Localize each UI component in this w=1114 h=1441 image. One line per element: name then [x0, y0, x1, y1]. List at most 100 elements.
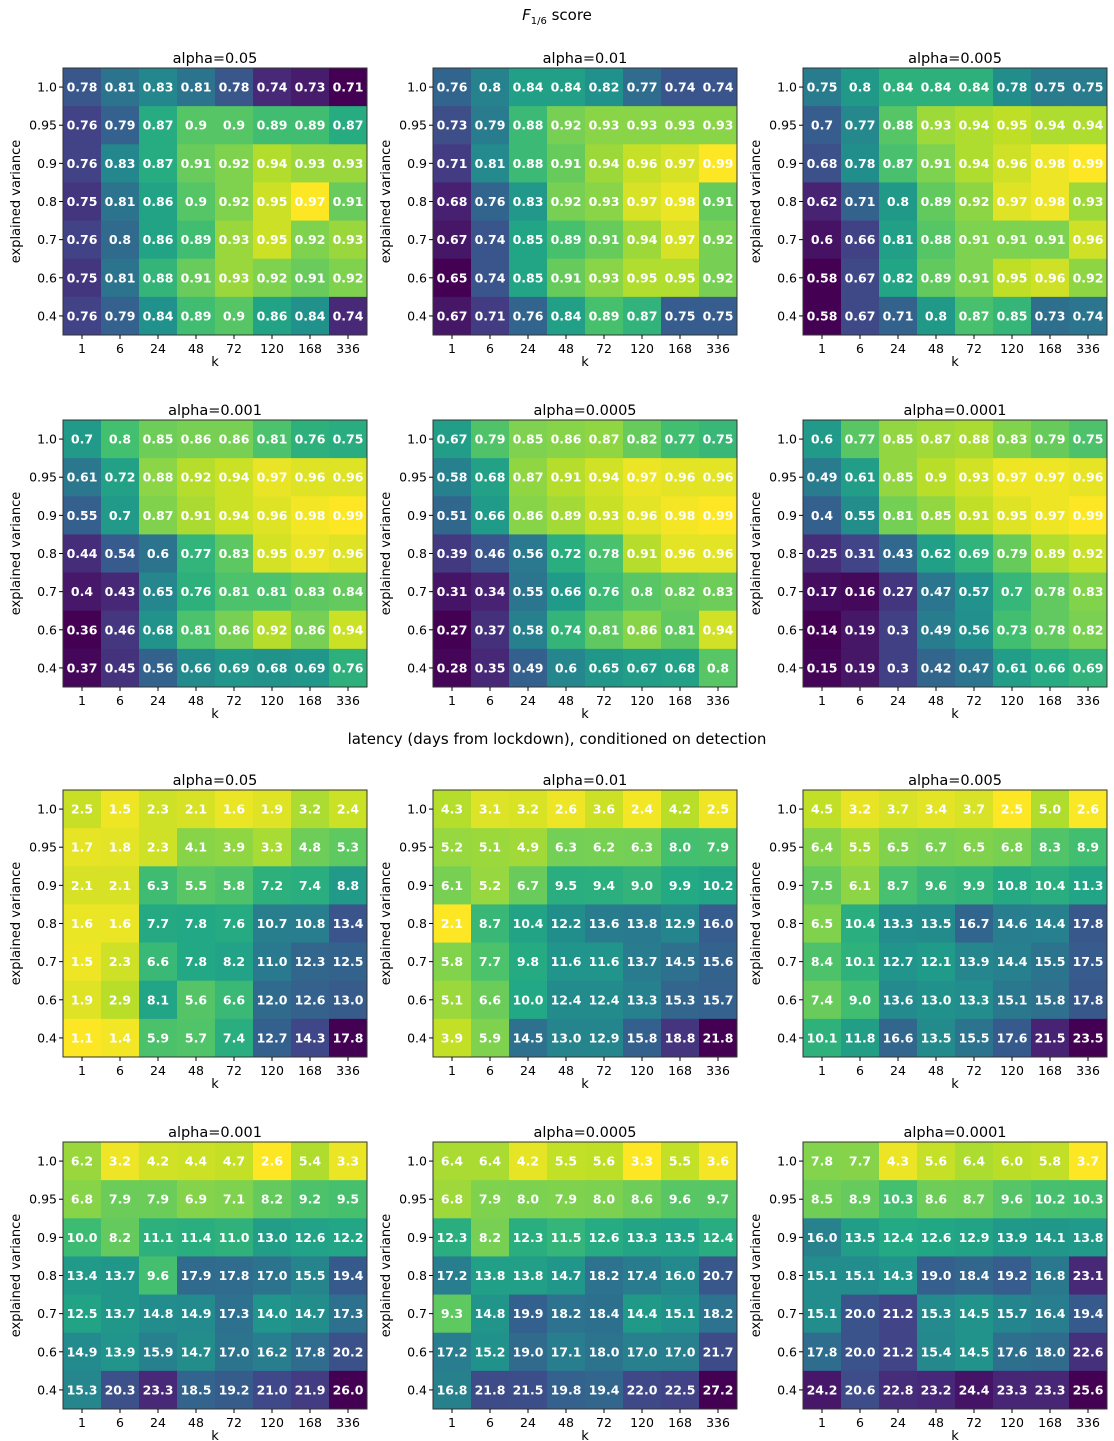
y-tick-label: 0.8	[407, 916, 427, 931]
cell-label: 0.6	[147, 546, 169, 561]
heatmap-cell	[585, 1332, 624, 1372]
heatmap-cell	[63, 980, 102, 1020]
cell-label: 0.89	[921, 194, 952, 209]
section-title-f-sub: 1/6	[530, 16, 547, 27]
cell-label: 0.93	[959, 470, 990, 485]
heatmap-cell	[509, 258, 548, 298]
heatmap-cell	[661, 980, 700, 1020]
heatmap-cell	[215, 1018, 254, 1058]
cell-label: 11.3	[1073, 878, 1104, 893]
heatmap-cell	[1031, 1332, 1070, 1372]
cell-label: 9.6	[147, 1268, 169, 1283]
cell-label: 0.49	[807, 470, 838, 485]
x-tick-label: 1	[818, 341, 826, 356]
cell-label: 0.78	[67, 80, 98, 95]
cell-label: 19.0	[921, 1268, 952, 1283]
heatmap-cell	[879, 1332, 918, 1372]
heatmap-cell	[547, 572, 586, 612]
heatmap-cell	[101, 1218, 140, 1257]
cell-label: 6.5	[887, 840, 909, 855]
y-tick-label: 0.8	[37, 916, 57, 931]
heatmap-cell	[699, 980, 738, 1020]
panel-title: alpha=0.0005	[533, 403, 636, 419]
cell-label: 5.2	[441, 840, 463, 855]
cell-label: 0.87	[627, 308, 658, 323]
heatmap-cell	[215, 106, 254, 145]
heatmap-cell	[547, 1294, 586, 1334]
cell-label: 0.66	[845, 232, 876, 247]
cell-label: 11.6	[589, 954, 620, 969]
heatmap-cell	[803, 866, 842, 905]
x-axis-label: k	[581, 355, 589, 370]
cell-label: 13.8	[475, 1268, 506, 1283]
heatmap-cell	[841, 296, 880, 336]
heatmap-cell	[955, 1294, 994, 1334]
heatmap-cell	[509, 220, 548, 260]
cell-label: 0.82	[627, 432, 658, 447]
cell-label: 3.3	[631, 1154, 653, 1169]
x-tick-label: 72	[596, 341, 612, 356]
heatmap-cell	[433, 904, 472, 944]
heatmap-cell	[879, 610, 918, 650]
heatmap-cell	[471, 68, 510, 107]
heatmap-cell	[585, 904, 624, 944]
heatmap-cell	[1069, 258, 1108, 298]
heatmap-cell	[841, 420, 880, 459]
cell-label: 0.86	[551, 432, 582, 447]
cell-label: 3.9	[223, 840, 245, 855]
heatmap-cell	[699, 904, 738, 944]
heatmap-cell	[841, 258, 880, 298]
heatmap-cell	[841, 1018, 880, 1058]
cell-label: 9.2	[299, 1192, 321, 1207]
x-tick-label: 6	[486, 341, 494, 356]
cell-label: 10.1	[807, 1030, 838, 1045]
cell-label: 0.99	[1073, 156, 1104, 171]
cell-label: 0.74	[475, 232, 506, 247]
cell-label: 9.0	[631, 878, 653, 893]
heatmap-cell	[215, 1332, 254, 1372]
cell-label: 0.94	[703, 622, 734, 637]
heatmap-cell	[1031, 866, 1070, 905]
cell-label: 4.1	[185, 840, 207, 855]
heatmap-cell	[955, 258, 994, 298]
heatmap-cell	[101, 496, 140, 535]
cell-label: 0.95	[627, 270, 658, 285]
heatmap-cell	[917, 68, 956, 107]
cell-label: 0.94	[589, 156, 620, 171]
x-tick-label: 72	[966, 1415, 982, 1430]
heatmap-cell	[1031, 1370, 1070, 1410]
x-tick-label: 168	[668, 341, 692, 356]
heatmap-cell	[139, 296, 178, 336]
cell-label: 0.76	[437, 80, 468, 95]
x-axis-label: k	[581, 707, 589, 722]
cell-label: 3.4	[925, 802, 947, 817]
heatmap-cell	[917, 572, 956, 612]
y-tick-label: 0.9	[37, 156, 57, 171]
heatmap-cell	[509, 648, 548, 688]
cell-label: 0.84	[921, 80, 952, 95]
heatmap-cell	[955, 610, 994, 650]
heatmap-cell	[917, 828, 956, 867]
heatmap-cell	[101, 1142, 140, 1181]
heatmap-cell	[1031, 1294, 1070, 1334]
heatmap-cell	[585, 144, 624, 183]
x-tick-label: 48	[928, 1415, 944, 1430]
heatmap-cell	[699, 1180, 738, 1219]
cell-label: 13.5	[921, 916, 952, 931]
heatmap-cell	[1031, 106, 1070, 145]
heatmap-cell	[879, 106, 918, 145]
heatmap-panel: alpha=0.052.5 1.5 2.3 2.1 1.6 1.9 3.2 2.41.7 1.8…	[9, 773, 368, 1092]
cell-label: 0.25	[807, 546, 838, 561]
heatmap-cell	[177, 1294, 216, 1334]
heatmap-cell	[585, 1180, 624, 1219]
heatmap-cell	[433, 1142, 472, 1181]
cell-label: 5.4	[299, 1154, 321, 1169]
x-tick-label: 24	[520, 1063, 536, 1078]
heatmap-cell	[993, 220, 1032, 260]
heatmap-cell	[215, 496, 254, 535]
cell-label: 0.9	[185, 118, 207, 133]
heatmap-cell	[253, 828, 292, 867]
heatmap-cell	[547, 1180, 586, 1219]
cell-label: 0.78	[845, 156, 876, 171]
